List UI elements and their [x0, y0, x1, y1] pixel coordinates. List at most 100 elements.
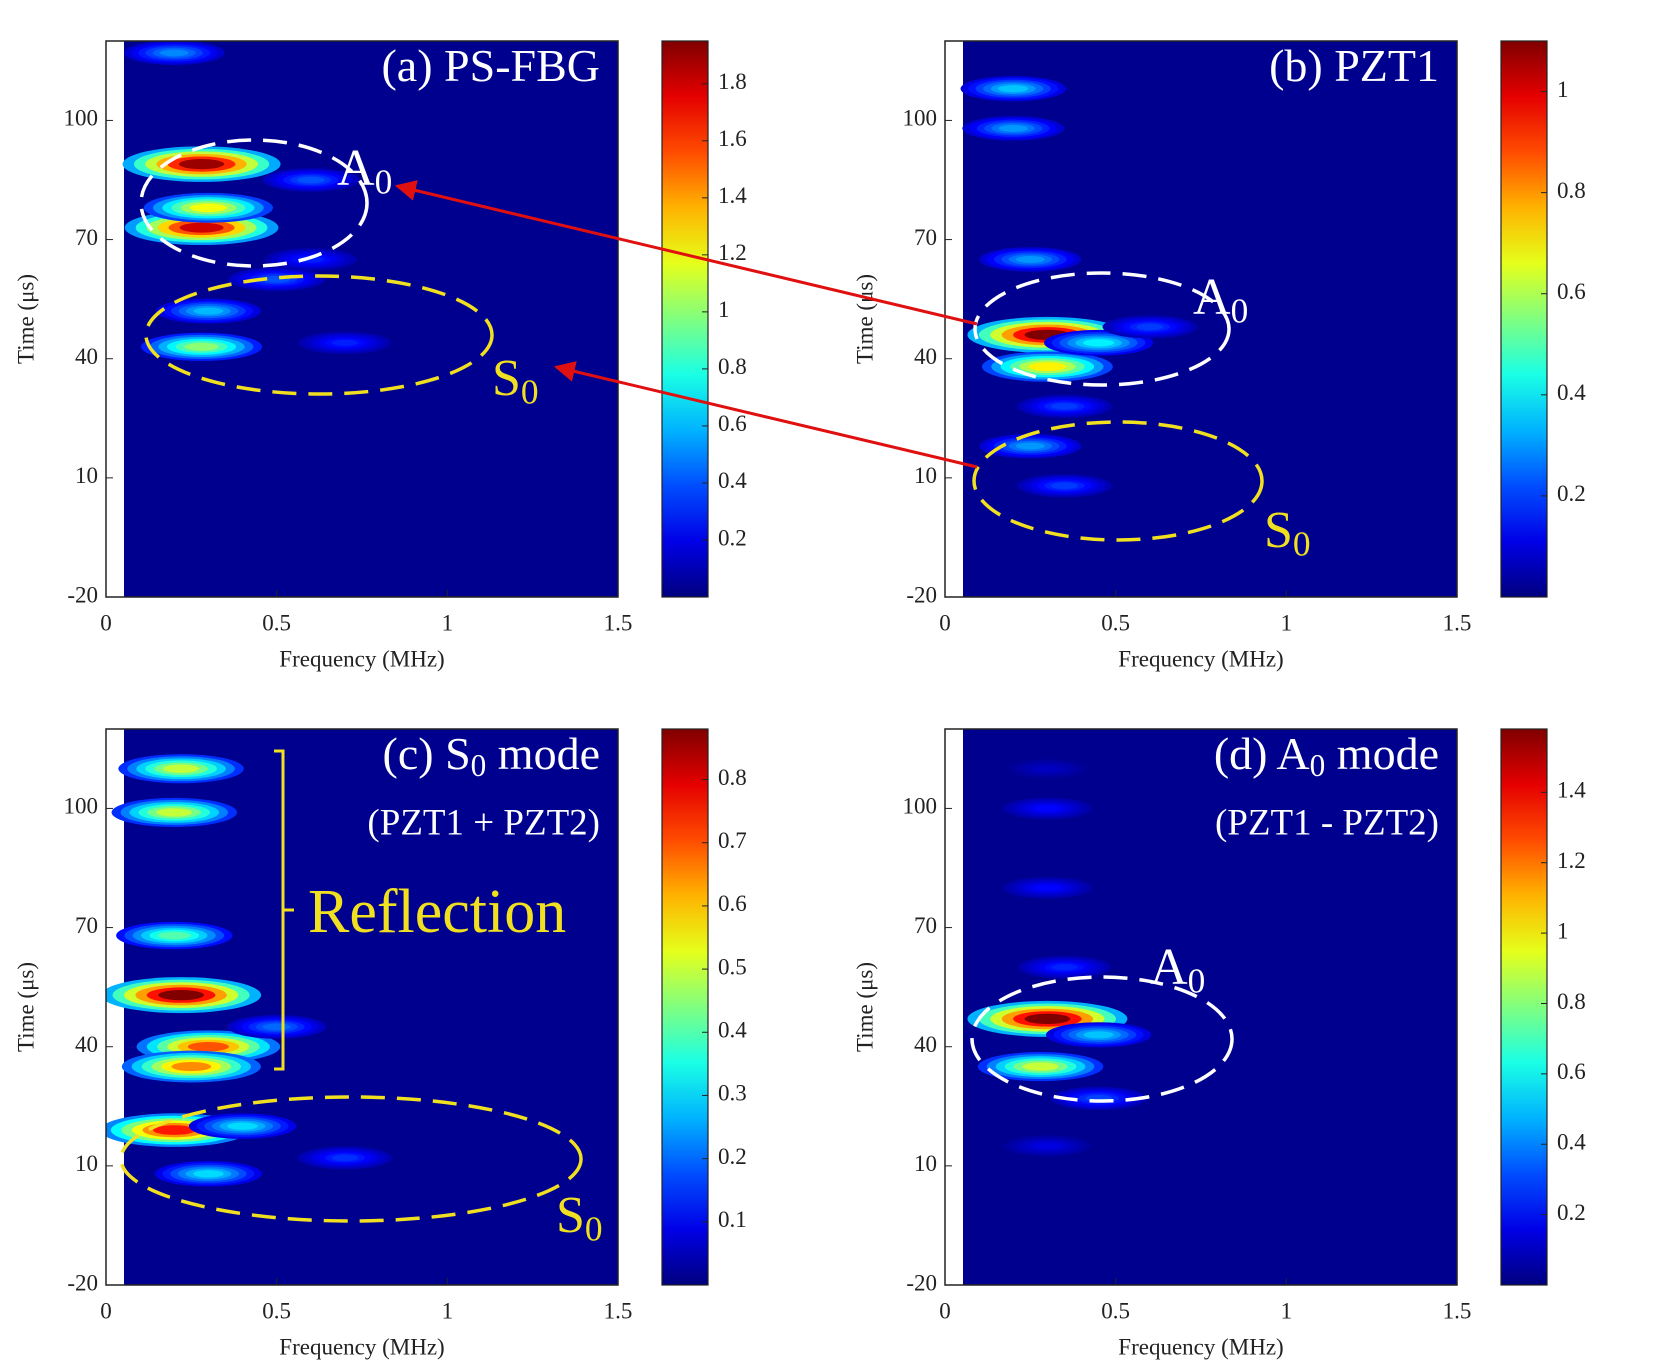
x-tick-label: 1.5: [604, 1298, 633, 1323]
cb-tick-label: 0.4: [1557, 380, 1586, 405]
x-tick-label: 1: [442, 610, 454, 635]
x-tick-label: 0: [939, 1298, 951, 1323]
hotspot: [227, 1015, 326, 1039]
y-tick-label: -20: [67, 582, 98, 607]
contour: [1083, 1031, 1114, 1039]
colorbar: [661, 40, 709, 598]
contour: [1136, 323, 1164, 331]
x-tick-label: 1.5: [1443, 610, 1472, 635]
hotspot: [1018, 956, 1111, 979]
cb-tick-label: 0.8: [718, 765, 747, 790]
contour: [297, 176, 325, 184]
arrow: [553, 361, 978, 469]
y-tick-label: 40: [914, 1032, 937, 1057]
cb-tick-label: 0.2: [1557, 1200, 1586, 1225]
x-tick-label: 0.5: [1101, 1298, 1130, 1323]
hotspot: [122, 146, 281, 182]
contour: [1015, 255, 1045, 263]
text-part: S: [492, 350, 521, 407]
cb-tick-label: 0.4: [1557, 1130, 1586, 1155]
y-axis-label: Time (μs): [13, 274, 38, 364]
text-part: (d) A: [1214, 728, 1310, 779]
colorbar: [661, 728, 709, 1286]
contour: [262, 1023, 291, 1031]
contour: [157, 931, 191, 940]
x-axis-label: Frequency (MHz): [279, 1334, 444, 1359]
y-tick-label: 10: [914, 1151, 937, 1176]
x-tick-label: 1: [1281, 1298, 1293, 1323]
text-part: 0: [1231, 290, 1249, 330]
annotation-ellipse: [119, 1095, 583, 1223]
y-tick-label: 40: [75, 1032, 98, 1057]
annotation-ellipse: [139, 138, 369, 268]
contour: [1034, 1142, 1060, 1150]
contour: [1024, 1013, 1071, 1025]
cb-tick-label: 0.8: [1557, 178, 1586, 203]
hotspot: [143, 192, 274, 223]
x-tick-label: 0.5: [262, 1298, 291, 1323]
hotspot: [981, 351, 1113, 382]
text-part: (a) PS-FBG: [381, 40, 600, 91]
cb-tick-label: 1.2: [718, 240, 747, 265]
contour: [193, 307, 224, 315]
y-tick-label: -20: [906, 1270, 937, 1295]
hotspot: [298, 331, 392, 355]
cb-tick-label: 1.8: [718, 69, 747, 94]
hotspot: [960, 76, 1066, 102]
contour: [153, 1125, 196, 1135]
y-axis-label: Time (μs): [13, 962, 38, 1052]
text-part: A: [1150, 939, 1188, 996]
text-part: 0: [521, 371, 539, 411]
text-part: (b) PZT1: [1269, 40, 1439, 91]
text-part: 0: [375, 161, 393, 201]
annotation-ellipse: [144, 274, 494, 396]
hotspot: [118, 754, 244, 784]
hotspot: [124, 41, 225, 65]
plot-frame: [105, 728, 619, 1286]
hotspot: [111, 797, 237, 827]
y-tick-label: 40: [75, 344, 98, 369]
contour: [1034, 805, 1061, 812]
text-part: 0: [1310, 748, 1326, 783]
hotspot: [962, 116, 1065, 141]
panel-title: (a) PS-FBG: [381, 40, 600, 91]
text-part: A: [1193, 269, 1231, 326]
annotation: S0: [1264, 502, 1311, 564]
y-tick-label: -20: [67, 1270, 98, 1295]
y-tick-label: 70: [75, 225, 98, 250]
contour: [227, 1122, 258, 1130]
x-axis-label: Frequency (MHz): [279, 646, 444, 671]
x-axis-label: Frequency (MHz): [1118, 646, 1283, 671]
text-part: S: [556, 1187, 585, 1244]
contour: [998, 85, 1029, 93]
cb-tick-label: 0.7: [718, 828, 747, 853]
hotspot: [154, 1161, 263, 1187]
text-part: S: [1264, 502, 1293, 559]
hotspot: [1017, 394, 1112, 418]
hotspot: [262, 168, 360, 192]
cb-tick-label: 0.2: [718, 525, 747, 550]
panel-title: (b) PZT1: [1269, 40, 1439, 91]
contour: [187, 1042, 229, 1052]
text-part: 0: [1188, 960, 1206, 1000]
text-part: 0: [1293, 523, 1311, 563]
hotspot: [1004, 758, 1090, 780]
y-tick-label: 70: [75, 913, 98, 938]
annotation: S0: [556, 1187, 603, 1249]
hotspot: [1002, 797, 1093, 820]
cb-tick-label: 0.2: [1557, 481, 1586, 506]
annotation: A0: [337, 140, 392, 202]
heat: [106, 754, 392, 1187]
x-tick-label: 0: [100, 610, 112, 635]
cb-tick-label: 0.4: [718, 1018, 747, 1043]
heat: [960, 76, 1198, 498]
y-tick-label: 100: [903, 794, 938, 819]
cb-tick-label: 0.3: [718, 1081, 747, 1106]
x-axis-label: Frequency (MHz): [1118, 1334, 1283, 1359]
arrow: [394, 180, 978, 326]
hotspot: [1003, 1135, 1092, 1157]
white-strip: [945, 729, 963, 1285]
contour: [179, 222, 224, 233]
x-tick-label: 0: [100, 1298, 112, 1323]
